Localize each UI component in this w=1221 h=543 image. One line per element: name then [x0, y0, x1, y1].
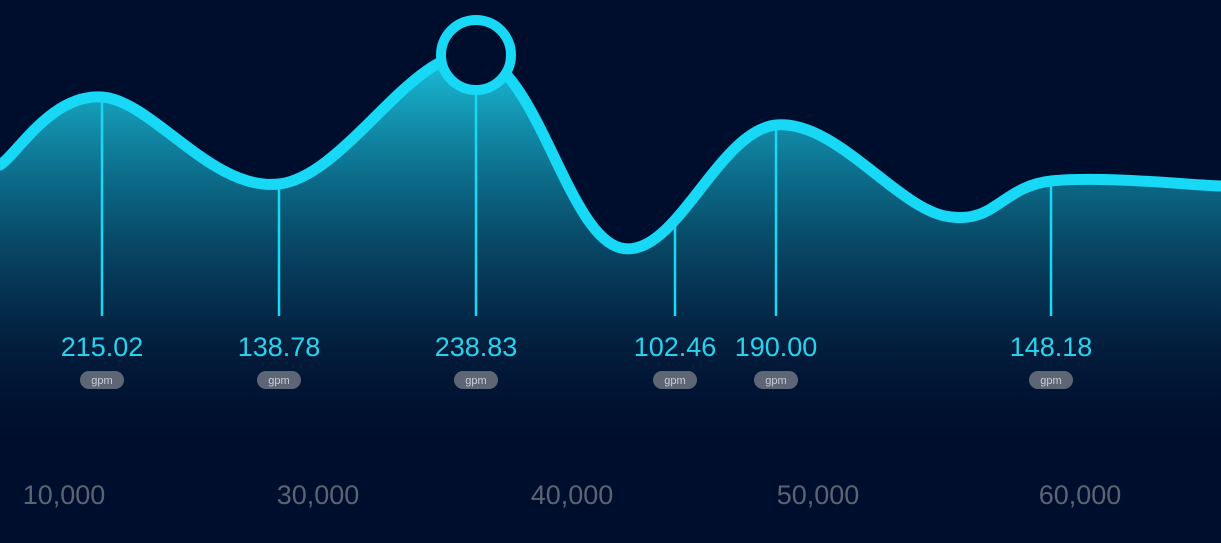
unit-label: gpm — [91, 375, 112, 387]
value-labels: 215.02 gpm 138.78 gpm 238.83 gpm 102.46 gpm 190.… — [61, 332, 1093, 389]
unit-pill — [257, 371, 301, 389]
series-line — [0, 48, 1221, 255]
data-label: 238.83 — [435, 332, 518, 362]
unit-label: gpm — [664, 375, 685, 387]
unit-pill — [1029, 371, 1073, 389]
x-tick-label: 10,000 — [23, 480, 106, 510]
data-label: 138.78 — [238, 332, 321, 362]
data-label: 190.00 — [735, 332, 818, 362]
unit-pill — [80, 371, 124, 389]
drop-lines — [100, 55, 1053, 316]
unit-pill — [653, 371, 697, 389]
data-label: 102.46 — [634, 332, 717, 362]
area-fill — [0, 54, 1221, 460]
x-tick-label: 50,000 — [777, 480, 860, 510]
x-axis-ticks: 10,000 30,000 40,000 50,000 60,000 — [23, 480, 1122, 510]
x-tick-label: 40,000 — [531, 480, 614, 510]
data-label: 148.18 — [1010, 332, 1093, 362]
x-tick-label: 60,000 — [1039, 480, 1122, 510]
x-tick-label: 30,000 — [277, 480, 360, 510]
unit-pill — [454, 371, 498, 389]
highlight-marker[interactable] — [436, 15, 516, 95]
data-label: 215.02 — [61, 332, 144, 362]
area-layer — [0, 54, 1221, 460]
unit-pill — [754, 371, 798, 389]
series-line-layer — [0, 15, 1221, 255]
unit-label: gpm — [465, 375, 486, 387]
unit-label: gpm — [1040, 375, 1061, 387]
unit-label: gpm — [765, 375, 786, 387]
unit-label: gpm — [268, 375, 289, 387]
